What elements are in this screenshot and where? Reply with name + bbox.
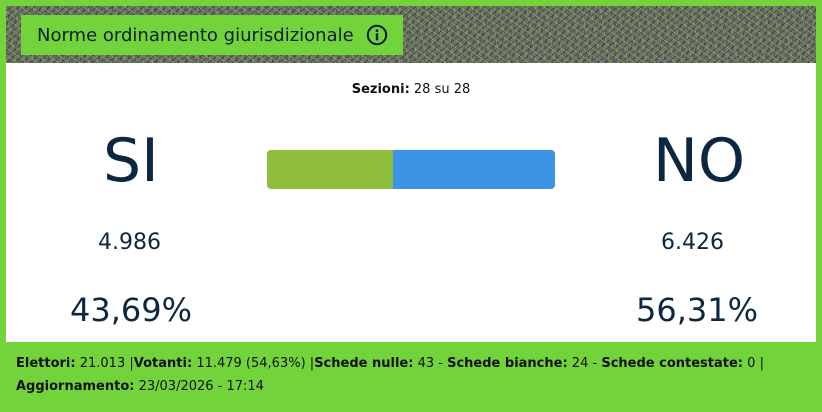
footer-stats: Elettori: 21.013 |Votanti: 11.479 (54,63… — [16, 352, 806, 398]
bianche-value: 24 — [571, 356, 589, 371]
sections-count: Sezioni: 28 su 28 — [6, 82, 816, 97]
page-title: Norme ordinamento giurisdizionale — [37, 24, 354, 46]
title-box: Norme ordinamento giurisdizionale — [21, 15, 403, 55]
dash: - — [592, 356, 598, 371]
no-votes: 6.426 — [661, 230, 724, 255]
no-percent: 56,31% — [636, 291, 759, 329]
info-icon[interactable] — [366, 24, 388, 46]
separator: | — [759, 356, 764, 371]
si-percent: 43,69% — [70, 291, 193, 329]
result-bar — [267, 150, 555, 189]
sections-label: Sezioni: — [351, 82, 410, 97]
contestate-label: Schede contestate: — [601, 356, 743, 371]
bar-segment-si — [267, 150, 393, 189]
dash: - — [438, 356, 443, 371]
si-votes: 4.986 — [98, 230, 161, 255]
separator: | — [129, 356, 134, 371]
aggiornamento-label: Aggiornamento: — [16, 379, 135, 394]
aggiornamento-value: 23/03/2026 - 17:14 — [138, 379, 264, 394]
nulle-label: Schede nulle: — [314, 356, 414, 371]
no-label: NO — [653, 126, 746, 196]
results-card: Norme ordinamento giurisdizionale Sezion… — [6, 6, 816, 342]
nulle-value: 43 — [417, 356, 435, 371]
separator: | — [309, 356, 315, 371]
contestate-value: 0 — [747, 356, 756, 371]
si-label: SI — [103, 126, 159, 196]
sections-value: 28 su 28 — [413, 82, 471, 97]
elettori-value: 21.013 — [79, 356, 126, 371]
bianche-label: Schede bianche: — [447, 356, 568, 371]
bar-segment-no — [392, 150, 555, 189]
votanti-label: Votanti: — [133, 356, 193, 371]
elettori-label: Elettori: — [16, 356, 76, 371]
votanti-value: 11.479 (54,63%) — [196, 356, 306, 371]
